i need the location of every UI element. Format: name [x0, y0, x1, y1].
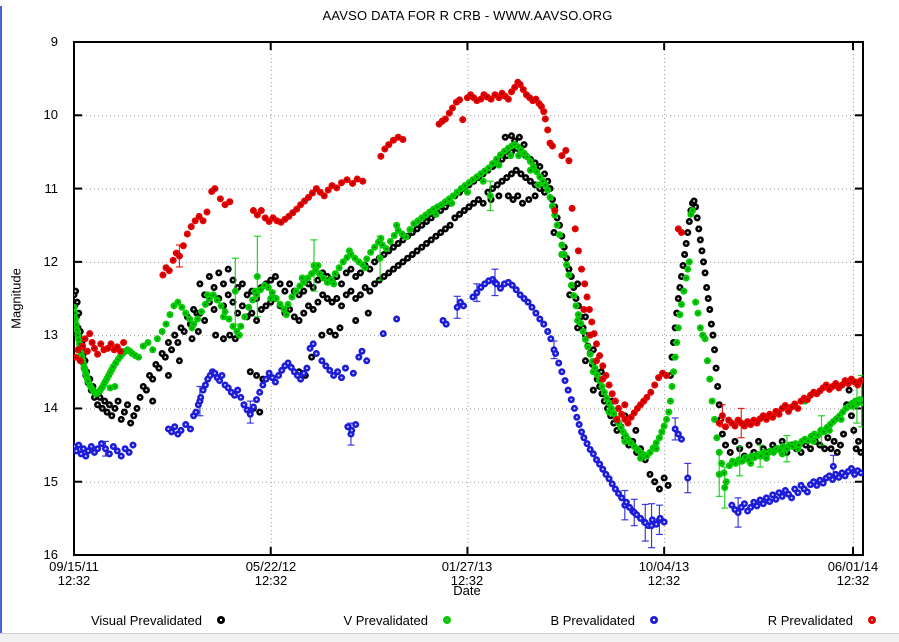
gridlines	[74, 42, 863, 555]
circle-marker-icon	[868, 616, 876, 624]
x-tick-date: 05/22/12	[245, 559, 297, 574]
x-tick-time: 12:32	[254, 573, 288, 588]
x-tick-date: 06/01/14	[827, 559, 879, 574]
y-tick-label-15: 15	[43, 474, 58, 489]
legend-label-b: B Prevalidated	[550, 612, 635, 628]
x-tick-time: 12:32	[450, 573, 484, 588]
x-tick-label-3: 10/04/13 12:32	[616, 560, 712, 588]
y-tick-label-14: 14	[43, 400, 58, 415]
series-v-prevalidated	[74, 141, 863, 509]
y-tick-label-12: 12	[43, 254, 58, 269]
series-b-prevalidated	[74, 268, 863, 549]
legend-label-visual: Visual Prevalidated	[90, 612, 202, 628]
y-tick-label-13: 13	[43, 327, 58, 342]
legend-label-v: V Prevalidated	[343, 612, 428, 628]
plot-area	[73, 41, 864, 556]
x-tick-label-1: 05/22/12 12:32	[223, 560, 319, 588]
legend-item-b: B Prevalidated	[503, 611, 658, 629]
circle-marker-icon	[217, 616, 225, 624]
legend-item-v: V Prevalidated	[296, 611, 451, 629]
circle-marker-icon	[443, 616, 451, 624]
window-bottom-strip	[0, 633, 899, 642]
x-tick-date: 01/27/13	[441, 559, 493, 574]
legend-label-r: R Prevalidated	[767, 612, 853, 628]
y-tick-label-16: 16	[43, 547, 58, 562]
x-tick-label-4: 06/01/14 12:32	[805, 560, 899, 588]
plot-border	[73, 41, 864, 556]
legend-item-visual: Visual Prevalidated	[70, 611, 225, 629]
chart-title: AAVSO DATA FOR R CRB - WWW.AAVSO.ORG	[322, 8, 613, 23]
y-tick-label-11: 11	[44, 181, 59, 196]
x-tick-date: 09/15/11	[49, 559, 99, 574]
x-tick-label-2: 01/27/13 12:32	[419, 560, 515, 588]
tick-marks	[73, 41, 863, 556]
window-left-edge	[0, 6, 2, 633]
x-tick-label-0: 09/15/11 12:32	[26, 560, 122, 588]
series-r-prevalidated	[74, 78, 863, 439]
x-axis-title: Date	[453, 583, 481, 598]
x-tick-time: 12:32	[57, 573, 91, 588]
y-tick-label-10: 10	[43, 107, 58, 122]
x-tick-time: 12:32	[647, 573, 681, 588]
x-tick-time: 12:32	[836, 573, 870, 588]
y-tick-label-9: 9	[50, 34, 58, 49]
legend-item-r: R Prevalidated	[721, 611, 876, 629]
x-tick-date: 10/04/13	[638, 559, 690, 574]
circle-marker-icon	[650, 616, 658, 624]
